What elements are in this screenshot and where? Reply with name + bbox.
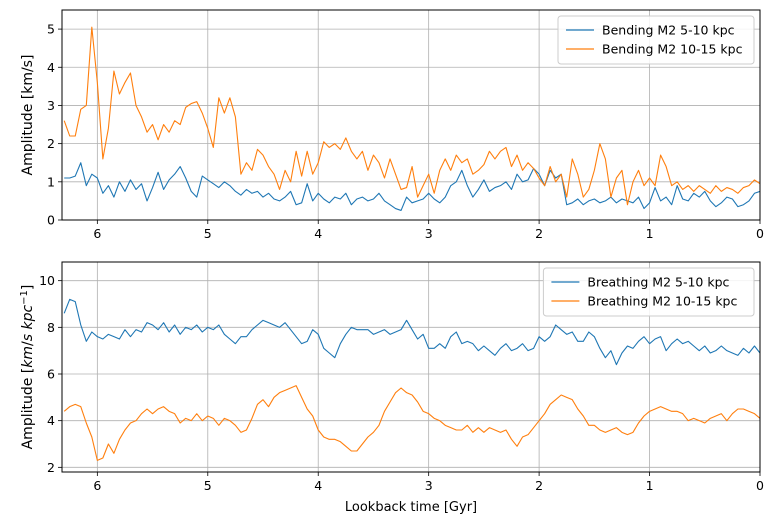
y-tick-label: 8 [47,320,55,335]
axis-ticks: 6 5 4 3 2 1 0 0 1 2 3 4 5 [47,22,764,241]
series-line-1 [63,298,760,366]
legend-label: Breathing M2 10-15 kpc [587,294,737,309]
x-tick-label: 4 [314,226,322,241]
y-axis-label: Amplitude [km/s kpc−1] [19,285,37,450]
y-tick-label: 3 [47,98,55,113]
x-tick-label: 2 [535,226,543,241]
legend-label: Bending M2 10-15 kpc [602,42,743,57]
panel-bending: 6 5 4 3 2 1 0 0 1 2 3 4 5 Amplitude [km/s] Bending M… [20,9,764,241]
y-tick-label: 6 [47,367,55,382]
y-axis-label: Amplitude [km/s] [20,55,36,176]
y-tick-label: 2 [47,136,55,151]
x-axis-label: Lookback time [Gyr] [345,500,477,515]
x-tick-label: 5 [204,226,212,241]
x-tick-label: 2 [535,478,543,493]
y-tick-label: 10 [39,273,55,288]
legend-box [557,15,755,65]
x-tick-label: 4 [314,478,322,493]
x-tick-label: 0 [756,226,764,241]
grid-lines [62,262,761,472]
legend: Bending M2 5-10 kpc Bending M2 10-15 kpc [557,15,755,65]
legend: Breathing M2 5-10 kpc Breathing M2 10-15 … [542,267,755,317]
x-tick-label: 5 [204,478,212,493]
plot-lines [63,298,760,461]
y-tick-label: 4 [47,60,55,75]
x-tick-label: 1 [646,226,654,241]
legend-label: Breathing M2 5-10 kpc [587,275,729,290]
legend-label: Bending M2 5-10 kpc [602,23,735,38]
plot-lines [63,26,760,211]
y-tick-label: 1 [47,174,55,189]
plot-frame [61,261,761,473]
y-tick-label: 5 [47,22,55,37]
y-tick-label: 0 [47,213,55,228]
x-tick-label: 1 [646,478,654,493]
x-tick-label: 3 [425,478,433,493]
legend-box [542,267,755,317]
x-tick-label: 6 [93,226,101,241]
series-line-2 [63,26,760,206]
y-tick-label: 4 [47,413,55,428]
plot-frame [61,9,761,221]
series-line-2 [63,385,760,461]
series-line-1 [64,162,760,211]
x-tick-label: 3 [425,226,433,241]
x-tick-label: 0 [756,478,764,493]
x-tick-label: 6 [93,478,101,493]
y-tick-label: 2 [47,460,55,475]
